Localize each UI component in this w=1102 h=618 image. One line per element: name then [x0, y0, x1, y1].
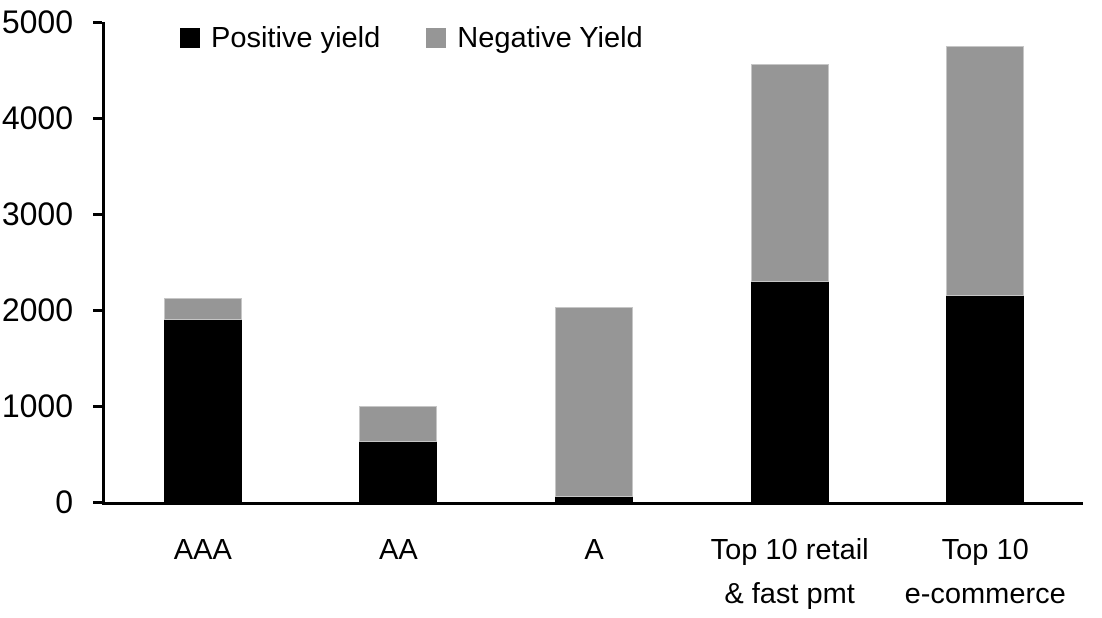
legend: Positive yield Negative Yield	[180, 18, 643, 58]
y-axis-tick	[93, 21, 102, 24]
x-axis-category-label: A	[584, 534, 604, 566]
bar-segment-aaa-negative-yield	[163, 298, 242, 320]
x-axis-category-label: AAA	[173, 534, 232, 566]
y-axis-tick	[93, 309, 102, 312]
bar-segment-aa-positive-yield	[359, 442, 438, 502]
y-axis-tick-label: 0	[55, 484, 73, 520]
bar-segment-top-10-e-commerce-positive-yield	[946, 295, 1025, 502]
y-axis-tick-label: 4000	[1, 100, 73, 136]
y-axis-tick	[93, 213, 102, 216]
y-axis-tick-label: 2000	[1, 292, 73, 328]
bar-segment-aaa-positive-yield	[163, 319, 242, 502]
bar-segment-aa-negative-yield	[359, 406, 438, 443]
legend-label-negative-yield: Negative Yield	[457, 22, 643, 54]
y-axis-tick	[93, 501, 102, 504]
y-axis-line	[102, 22, 105, 505]
y-axis-tick-label: 1000	[1, 388, 73, 424]
bar-segment-top-10-retail-fast-pmt-positive-yield	[750, 282, 829, 502]
x-axis-line	[102, 502, 1083, 505]
legend-swatch-positive-yield	[180, 28, 200, 48]
bar-segment-a-negative-yield	[555, 307, 633, 498]
y-axis-tick	[93, 405, 102, 408]
bar-segment-a-positive-yield	[555, 497, 633, 502]
legend-label-positive-yield: Positive yield	[211, 22, 381, 54]
x-axis-category-label: AA	[379, 534, 418, 566]
legend-swatch-negative-yield	[426, 28, 447, 48]
y-axis-tick	[93, 117, 102, 120]
x-axis-category-label: Top 10 e-commerce	[904, 534, 1066, 610]
y-axis-tick-label: 3000	[1, 196, 73, 232]
bar-segment-top-10-retail-fast-pmt-negative-yield	[750, 64, 829, 283]
x-axis-category-label: Top 10 retail & fast pmt	[710, 534, 869, 610]
bar-segment-top-10-e-commerce-negative-yield	[946, 46, 1025, 296]
y-axis-tick-label: 5000	[1, 4, 73, 40]
legend-item-negative-yield: Negative Yield	[426, 18, 643, 58]
legend-item-positive-yield: Positive yield	[180, 18, 380, 58]
